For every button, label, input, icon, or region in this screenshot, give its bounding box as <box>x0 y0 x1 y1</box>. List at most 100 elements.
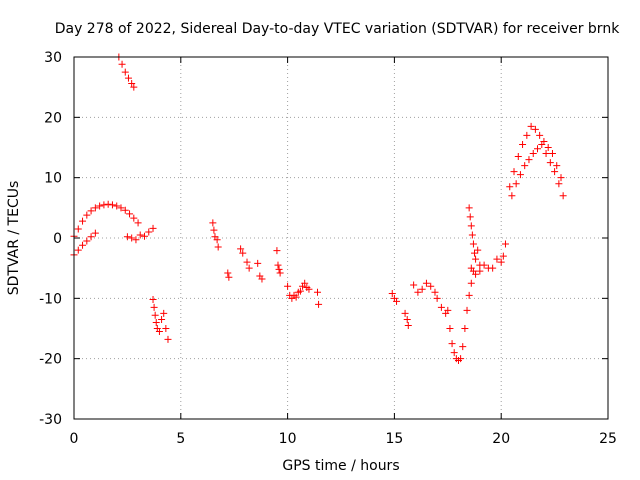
data-point <box>315 300 323 308</box>
data-point <box>130 214 138 222</box>
data-point <box>557 174 565 182</box>
data-point <box>448 340 456 348</box>
data-point <box>388 290 396 298</box>
data-point <box>275 265 283 273</box>
data-point <box>301 279 309 287</box>
data-point <box>158 315 166 323</box>
data-point <box>284 282 292 290</box>
data-point <box>117 204 125 212</box>
data-point <box>239 249 247 257</box>
series-sparse-7h <box>209 219 284 283</box>
data-point <box>546 159 554 167</box>
x-tick-label: 20 <box>492 431 510 447</box>
data-point <box>214 243 222 251</box>
data-point <box>149 224 157 232</box>
y-tick-label: -30 <box>39 412 62 428</box>
y-tick-labels: -30 -20 -10 0 10 20 30 <box>39 50 62 428</box>
data-point <box>91 204 99 212</box>
data-point <box>457 355 465 363</box>
data-point <box>224 269 232 277</box>
data-point <box>100 201 108 209</box>
data-point <box>469 240 477 248</box>
data-point <box>531 125 539 133</box>
data-point <box>128 234 136 242</box>
data-point <box>243 258 251 266</box>
data-point <box>536 131 544 139</box>
data-point <box>418 285 426 293</box>
data-point <box>210 226 218 234</box>
data-point <box>450 349 458 357</box>
series-cluster-16h <box>410 279 450 317</box>
data-point <box>472 270 480 278</box>
data-point <box>213 236 221 244</box>
data-point <box>140 232 148 240</box>
data-point <box>83 211 91 219</box>
data-point <box>489 264 497 272</box>
data-point <box>237 245 245 253</box>
data-point <box>401 309 409 317</box>
data-point <box>276 269 284 277</box>
y-tick-label: -10 <box>39 291 62 307</box>
data-point <box>472 255 480 263</box>
data-point <box>83 237 91 245</box>
x-tick-labels: 0 5 10 15 20 25 <box>70 431 617 447</box>
data-point <box>128 80 136 88</box>
series-descent-4h <box>149 296 172 343</box>
data-point <box>164 335 172 343</box>
data-point <box>104 200 112 208</box>
data-point <box>414 288 422 296</box>
data-point <box>149 296 157 304</box>
data-point <box>96 202 104 210</box>
data-point <box>465 204 473 212</box>
data-point <box>314 288 322 296</box>
data-point <box>254 259 262 267</box>
data-point <box>136 231 144 239</box>
data-point <box>123 233 131 241</box>
series-arc-22h-lower <box>508 140 567 200</box>
data-point <box>437 303 445 311</box>
data-point <box>506 183 514 191</box>
data-point <box>544 144 552 151</box>
data-point <box>209 219 217 227</box>
data-point <box>79 217 87 225</box>
data-point <box>162 325 170 332</box>
data-point <box>245 264 253 272</box>
data-point <box>444 306 452 314</box>
data-point <box>527 122 535 130</box>
y-tick-label: 20 <box>44 110 62 126</box>
data-point <box>87 233 95 241</box>
data-point <box>468 231 476 239</box>
data-point <box>121 206 129 214</box>
data-point <box>467 222 475 230</box>
data-point <box>467 279 475 287</box>
data-point <box>461 325 469 332</box>
data-point <box>508 192 516 200</box>
data-point <box>514 153 522 161</box>
data-point <box>145 228 153 236</box>
data-point <box>422 279 430 287</box>
series-steep-descent <box>115 53 138 91</box>
data-point <box>471 249 478 257</box>
x-tick-label: 10 <box>279 431 297 447</box>
data-point <box>516 171 524 179</box>
y-tick-label: 30 <box>44 50 62 66</box>
data-point <box>512 180 520 188</box>
plot-frame <box>73 56 609 420</box>
data-point <box>132 236 140 244</box>
data-point <box>476 267 484 275</box>
data-point <box>427 282 435 290</box>
series-dip-18h <box>444 246 484 364</box>
data-point <box>523 131 531 139</box>
series-cluster-19h <box>467 240 509 278</box>
data-point <box>273 247 281 255</box>
data-point <box>160 309 168 317</box>
data-point <box>155 328 163 336</box>
data-point <box>274 261 282 269</box>
data-point <box>497 258 505 266</box>
data-point <box>410 281 418 289</box>
data-point <box>134 219 142 227</box>
data-point <box>529 150 537 158</box>
chart-title: Day 278 of 2022, Sidereal Day-to-day VTE… <box>55 21 620 37</box>
series-cluster-10h <box>284 279 323 308</box>
